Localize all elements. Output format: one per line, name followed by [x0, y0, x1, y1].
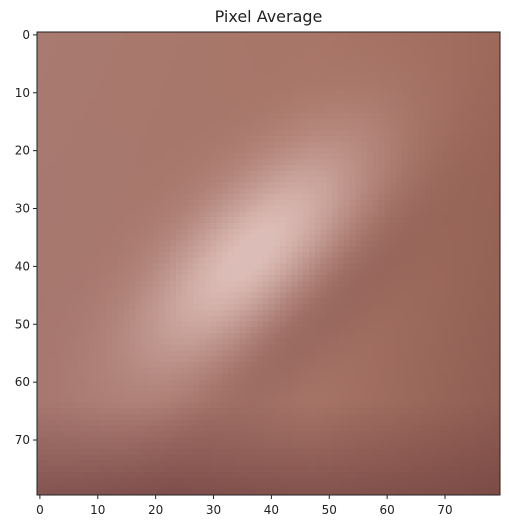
y-tick-label: 30 — [15, 202, 30, 216]
heatmap-image — [37, 32, 500, 495]
x-tick-label: 20 — [148, 503, 163, 517]
y-tick-label: 40 — [15, 259, 30, 273]
y-axis: 0 10 20 30 40 50 60 70 — [15, 28, 37, 447]
plot-frame — [36, 31, 501, 496]
x-tick-label: 70 — [437, 503, 452, 517]
x-axis: 0 10 20 30 40 50 60 70 — [36, 495, 453, 517]
x-tick-label: 30 — [206, 503, 221, 517]
x-tick-label: 60 — [380, 503, 395, 517]
x-tick-label: 0 — [36, 503, 44, 517]
x-tick-label: 10 — [90, 503, 105, 517]
y-tick-label: 50 — [15, 317, 30, 331]
heatmap-pixels — [37, 32, 500, 495]
chart-title: Pixel Average — [214, 7, 323, 26]
y-tick-label: 0 — [22, 28, 30, 42]
x-tick-label: 40 — [264, 503, 279, 517]
x-tick-label: 50 — [322, 503, 337, 517]
y-tick-label: 70 — [15, 433, 30, 447]
y-tick-label: 10 — [15, 86, 30, 100]
y-tick-label: 60 — [15, 375, 30, 389]
y-tick-label: 20 — [15, 144, 30, 158]
